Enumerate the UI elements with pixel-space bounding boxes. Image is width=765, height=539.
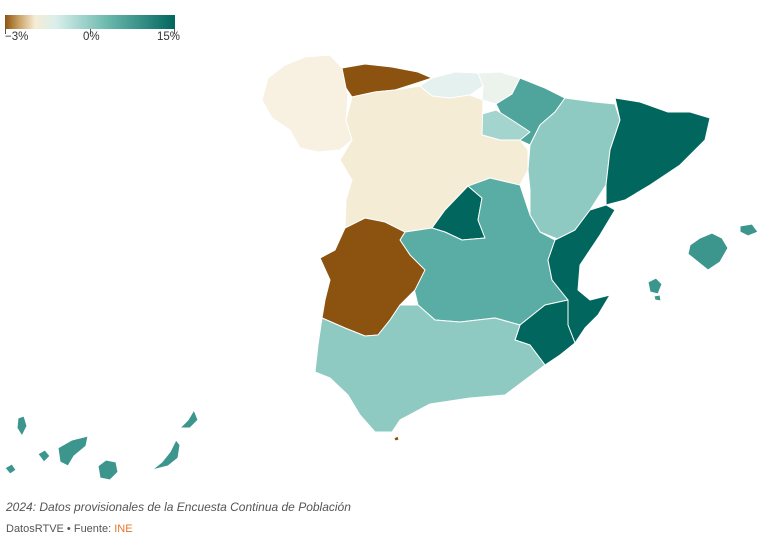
region-comunitat-valenciana[interactable] [547, 204, 616, 344]
source-link[interactable]: INE [114, 523, 133, 535]
legend-max-label: 15% [157, 31, 181, 43]
region-canarias-tenerife[interactable] [57, 435, 89, 467]
region-illes-balears-ibiza[interactable] [647, 277, 663, 295]
region-illes-balears-menorca[interactable] [739, 223, 759, 237]
region-illes-balears-mallorca[interactable] [687, 232, 729, 271]
credits-line: DatosRTVE • Fuente: INE [6, 523, 133, 535]
region-asturias[interactable] [341, 63, 433, 98]
legend-tick-zero [90, 29, 91, 34]
region-canarias-lanzarote[interactable] [179, 409, 199, 429]
credit-separator: • [63, 523, 74, 535]
legend-min-label: −3% [5, 31, 29, 43]
spain-choropleth-map [4, 54, 759, 481]
region-cataluna[interactable] [605, 97, 711, 206]
region-canarias-el-hierro[interactable] [4, 463, 17, 475]
region-ceuta[interactable] [393, 435, 400, 442]
legend-tick-min [5, 29, 6, 34]
region-canarias-la-gomera[interactable] [37, 449, 51, 463]
legend-zero-label: 0% [83, 31, 100, 43]
credit-label: DatosRTVE [6, 523, 64, 535]
region-andalucia[interactable] [314, 304, 546, 433]
region-illes-balears-formentera[interactable] [653, 294, 662, 302]
data-note: 2024: Datos provisionales de la Encuesta… [6, 500, 351, 514]
region-canarias-gran-canaria[interactable] [97, 459, 119, 481]
legend-gradient-bar [5, 15, 175, 29]
region-galicia[interactable] [261, 54, 353, 153]
color-legend: −3% 0% 15% [5, 15, 180, 43]
region-canarias-la-palma[interactable] [16, 415, 28, 437]
legend-tick-max [174, 29, 175, 34]
source-prefix: Fuente: [73, 523, 115, 535]
region-canarias-fuerteventura[interactable] [151, 439, 181, 471]
